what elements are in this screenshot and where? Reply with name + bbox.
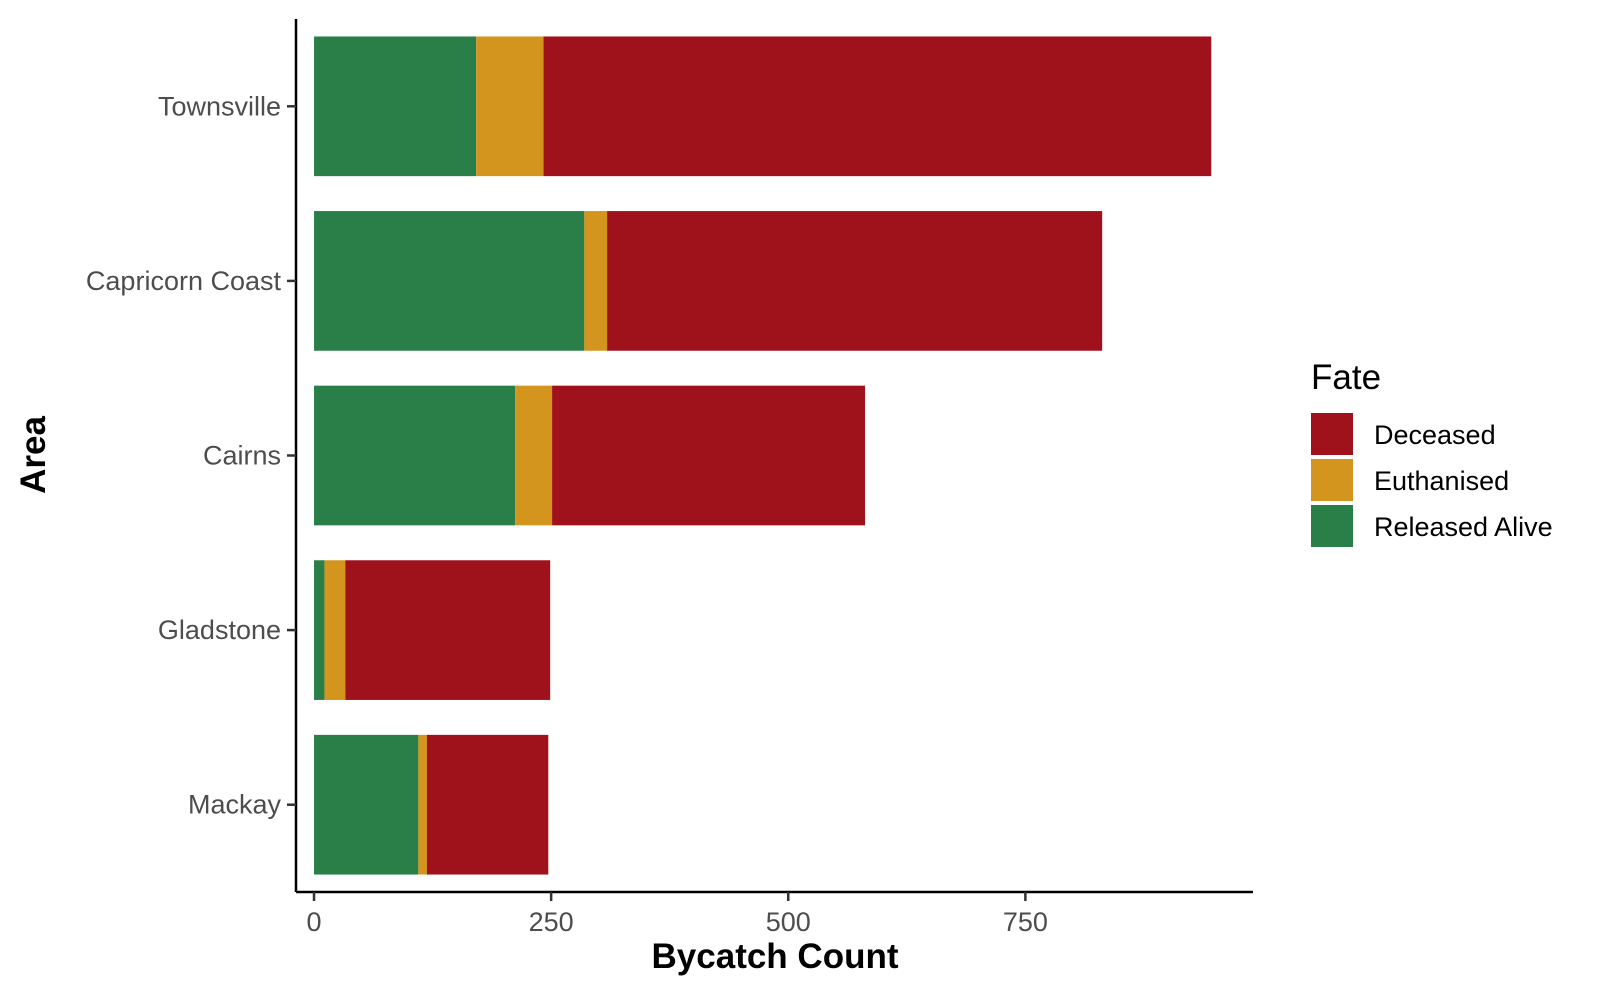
bar-townsville-deceased — [543, 36, 1212, 177]
legend-label-euthanised: Euthanised — [1374, 466, 1509, 496]
bar-cairns-released-alive — [314, 385, 516, 526]
legend-title: Fate — [1311, 358, 1381, 397]
legend-label-deceased: Deceased — [1374, 420, 1496, 450]
bar-cairns-euthanised — [515, 385, 553, 526]
x-tick-label: 500 — [766, 907, 811, 937]
legend: Fate Deceased Euthanised Released Alive — [1311, 358, 1553, 547]
y-tick-label: Mackay — [188, 790, 282, 820]
y-tick-label: Cairns — [203, 441, 281, 471]
bar-capricorn-coast-euthanised — [584, 211, 608, 351]
y-ticks: Townsville Capricorn Coast Cairns Gladstone… — [86, 91, 296, 820]
bar-mackay-deceased — [426, 734, 549, 875]
bar-townsville-euthanised — [476, 36, 544, 177]
bar-townsville-released-alive — [314, 36, 477, 177]
y-tick-label: Gladstone — [158, 615, 281, 645]
x-ticks: 0 250 500 750 — [307, 892, 1048, 937]
bar-mackay-euthanised — [418, 734, 427, 875]
bar-gladstone-euthanised — [324, 560, 346, 700]
y-tick-label: Capricorn Coast — [86, 266, 282, 296]
bars-layer — [314, 36, 1212, 875]
legend-key-deceased — [1311, 413, 1353, 455]
bar-mackay-released-alive — [314, 734, 419, 875]
x-tick-label: 750 — [1003, 907, 1048, 937]
y-axis-title: Area — [14, 416, 53, 494]
bar-gladstone-deceased — [345, 560, 551, 700]
legend-label-released-alive: Released Alive — [1374, 512, 1553, 542]
bar-capricorn-coast-released-alive — [314, 211, 585, 351]
x-tick-label: 250 — [529, 907, 574, 937]
legend-key-euthanised — [1311, 459, 1353, 501]
bar-gladstone-released-alive — [314, 560, 325, 700]
bar-capricorn-coast-deceased — [607, 211, 1103, 351]
bar-cairns-deceased — [552, 385, 866, 526]
legend-key-released-alive — [1311, 505, 1353, 547]
x-tick-label: 0 — [307, 907, 322, 937]
y-tick-label: Townsville — [158, 91, 281, 121]
x-axis-title: Bycatch Count — [652, 937, 899, 976]
